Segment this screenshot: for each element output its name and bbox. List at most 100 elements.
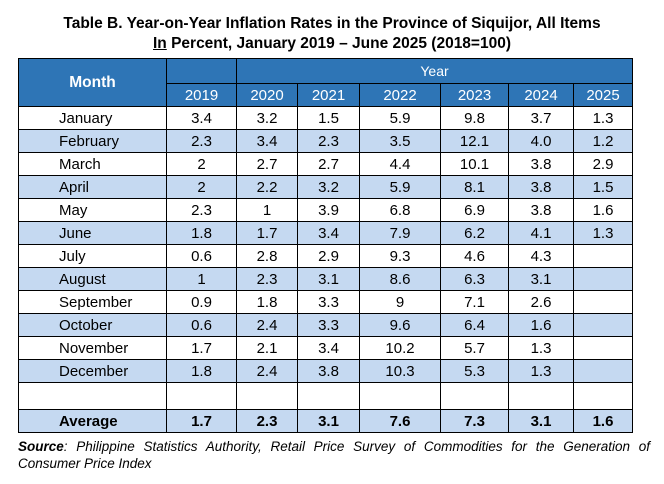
spacer-cell (508, 382, 574, 410)
table-body: January 3.4 3.2 1.5 5.9 9.8 3.7 1.3 February 2.3 3… (18, 106, 634, 433)
value-cell-2023: 7.1 (440, 290, 509, 314)
value-cell-2019: 1.8 (166, 221, 237, 245)
value-cell-2024: 1.3 (508, 359, 574, 383)
table-row: April 2 2.2 3.2 5.9 8.1 3.8 1.5 (18, 175, 634, 199)
value-cell-2020: 1.7 (236, 221, 298, 245)
spacer-row (18, 382, 634, 410)
value-cell-2024: 3.8 (508, 152, 574, 176)
value-cell-2023: 6.3 (440, 267, 509, 291)
spacer-cell (359, 382, 441, 410)
value-cell-2025 (572, 267, 634, 291)
value-cell-2021: 3.3 (297, 313, 360, 337)
month-cell: June (18, 221, 167, 245)
value-cell-2021: 3.8 (297, 359, 360, 383)
source-note: Source: Philippine Statistics Authority,… (18, 438, 650, 472)
month-cell: October (18, 313, 167, 337)
value-cell-2020: 2.7 (236, 152, 298, 176)
value-cell-2022: 5.9 (359, 106, 441, 130)
value-cell-2022: 9.6 (359, 313, 441, 337)
value-cell-2020: 2.1 (236, 336, 298, 360)
value-cell-2025: 1.5 (572, 175, 634, 199)
average-cell-2019: 1.7 (166, 409, 237, 433)
value-cell-2020: 2.8 (236, 244, 298, 268)
average-cell-2022: 7.6 (359, 409, 441, 433)
value-cell-2020: 3.4 (236, 129, 298, 153)
value-cell-2021: 2.7 (297, 152, 360, 176)
month-column-header: Month (18, 58, 167, 107)
value-cell-2019: 0.6 (166, 244, 237, 268)
table-row: November 1.7 2.1 3.4 10.2 5.7 1.3 (18, 336, 634, 360)
value-cell-2024: 2.6 (508, 290, 574, 314)
month-cell: April (18, 175, 167, 199)
value-cell-2020: 1 (236, 198, 298, 222)
value-cell-2025: 1.2 (572, 129, 634, 153)
value-cell-2022: 6.8 (359, 198, 441, 222)
source-label: Source (18, 439, 64, 454)
value-cell-2022: 8.6 (359, 267, 441, 291)
average-cell-2025: 1.6 (572, 409, 634, 433)
table-row: December 1.8 2.4 3.8 10.3 5.3 1.3 (18, 359, 634, 383)
table-row: October 0.6 2.4 3.3 9.6 6.4 1.6 (18, 313, 634, 337)
value-cell-2020: 1.8 (236, 290, 298, 314)
value-cell-2021: 3.2 (297, 175, 360, 199)
value-cell-2024: 1.6 (508, 313, 574, 337)
value-cell-2023: 12.1 (440, 129, 509, 153)
value-cell-2021: 3.4 (297, 336, 360, 360)
value-cell-2022: 5.9 (359, 175, 441, 199)
value-cell-2023: 6.4 (440, 313, 509, 337)
year-header-2019: 2019 (166, 83, 237, 107)
value-cell-2022: 9 (359, 290, 441, 314)
month-cell: May (18, 198, 167, 222)
value-cell-2019: 2 (166, 175, 237, 199)
value-cell-2019: 1.8 (166, 359, 237, 383)
value-cell-2022: 3.5 (359, 129, 441, 153)
month-cell: March (18, 152, 167, 176)
average-cell-2024: 3.1 (508, 409, 574, 433)
title-line-1: Table B. Year-on-Year Inflation Rates in… (63, 15, 601, 32)
table-title: Table B. Year-on-Year Inflation Rates in… (0, 14, 664, 54)
value-cell-2025: 1.6 (572, 198, 634, 222)
value-cell-2024: 3.1 (508, 267, 574, 291)
value-cell-2021: 3.3 (297, 290, 360, 314)
source-text: : Philippine Statistics Authority, Retai… (18, 439, 650, 471)
spacer-cell (236, 382, 298, 410)
table-row: March 2 2.7 2.7 4.4 10.1 3.8 2.9 (18, 152, 634, 176)
value-cell-2024: 4.1 (508, 221, 574, 245)
value-cell-2019: 2.3 (166, 129, 237, 153)
value-cell-2024: 4.3 (508, 244, 574, 268)
value-cell-2019: 2.3 (166, 198, 237, 222)
year-header-2025: 2025 (572, 83, 634, 107)
spacer-cell (572, 382, 634, 410)
table-row: September 0.9 1.8 3.3 9 7.1 2.6 (18, 290, 634, 314)
value-cell-2023: 6.9 (440, 198, 509, 222)
value-cell-2023: 10.1 (440, 152, 509, 176)
value-cell-2021: 3.9 (297, 198, 360, 222)
value-cell-2020: 2.2 (236, 175, 298, 199)
average-cell-2023: 7.3 (440, 409, 509, 433)
value-cell-2023: 5.3 (440, 359, 509, 383)
header-spacer (166, 58, 237, 84)
spacer-cell (166, 382, 237, 410)
value-cell-2021: 2.9 (297, 244, 360, 268)
value-cell-2025: 1.3 (572, 221, 634, 245)
value-cell-2021: 1.5 (297, 106, 360, 130)
month-cell: February (18, 129, 167, 153)
average-row: Average 1.7 2.3 3.1 7.6 7.3 3.1 1.6 (18, 409, 634, 433)
month-cell: August (18, 267, 167, 291)
value-cell-2023: 9.8 (440, 106, 509, 130)
year-header-2020: 2020 (236, 83, 298, 107)
value-cell-2019: 2 (166, 152, 237, 176)
value-cell-2019: 0.6 (166, 313, 237, 337)
title-line-2-rest: Percent, January 2019 – June 2025 (2018=… (166, 35, 512, 52)
value-cell-2024: 3.8 (508, 175, 574, 199)
value-cell-2022: 9.3 (359, 244, 441, 268)
year-header-2024: 2024 (508, 83, 574, 107)
value-cell-2020: 2.3 (236, 267, 298, 291)
title-underlined-word: In (152, 35, 167, 52)
value-cell-2024: 1.3 (508, 336, 574, 360)
table-row: February 2.3 3.4 2.3 3.5 12.1 4.0 1.2 (18, 129, 634, 153)
value-cell-2023: 6.2 (440, 221, 509, 245)
table-row: June 1.8 1.7 3.4 7.9 6.2 4.1 1.3 (18, 221, 634, 245)
value-cell-2020: 3.2 (236, 106, 298, 130)
value-cell-2023: 5.7 (440, 336, 509, 360)
